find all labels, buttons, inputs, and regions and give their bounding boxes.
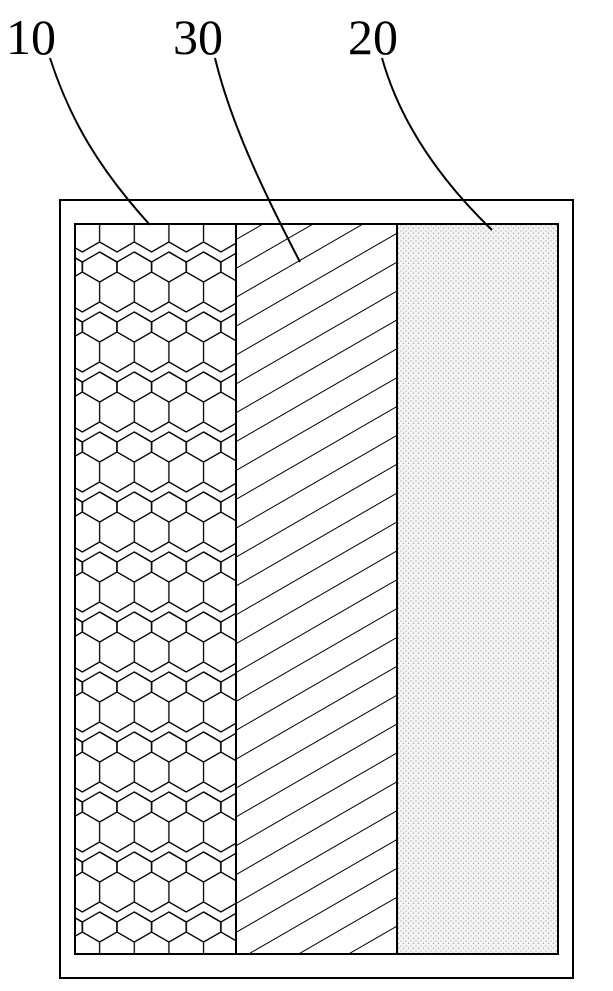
callout-10 bbox=[50, 58, 150, 225]
diagram-svg bbox=[0, 0, 613, 991]
layer-10-fill bbox=[75, 224, 236, 954]
callout-20 bbox=[382, 58, 492, 230]
layer-30-fill bbox=[236, 224, 397, 954]
diagram-canvas: 10 30 20 bbox=[0, 0, 613, 991]
layer-20-fill bbox=[397, 224, 558, 954]
